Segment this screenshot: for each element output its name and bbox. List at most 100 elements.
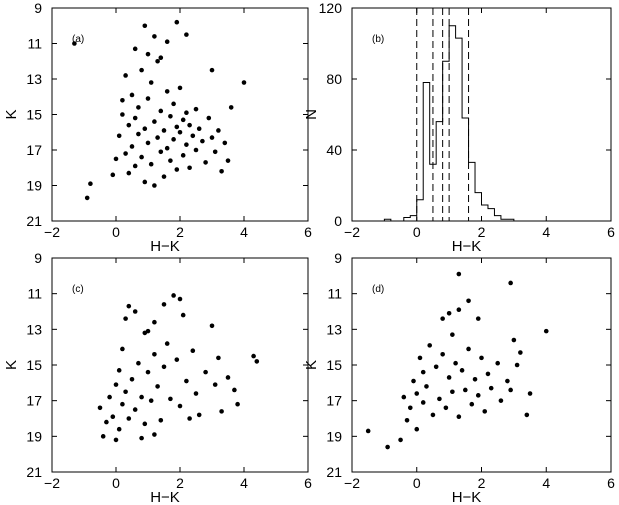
scatter-point bbox=[168, 158, 173, 163]
y-tick-label: 11 bbox=[27, 36, 42, 52]
histogram-bar bbox=[410, 216, 416, 221]
scatter-point bbox=[152, 432, 157, 437]
histogram-bar bbox=[507, 219, 513, 221]
scatter-point bbox=[116, 133, 122, 139]
scatter-point bbox=[113, 382, 119, 387]
scatter-point bbox=[136, 131, 141, 137]
y-tick-label: 13 bbox=[26, 321, 42, 337]
scatter-point bbox=[184, 32, 189, 37]
panel-3: −2 0 2 4 6 9 11 13 15 17 19 21 H−K K (c) bbox=[3, 250, 312, 505]
scatter-point bbox=[222, 140, 228, 146]
y-tick-label: 11 bbox=[327, 286, 342, 302]
scatter-point bbox=[152, 183, 157, 188]
scatter-point bbox=[139, 394, 144, 400]
scatter-point bbox=[164, 341, 170, 346]
scatter-point bbox=[475, 316, 481, 321]
scatter-point bbox=[446, 310, 452, 316]
x-tick-label: −2 bbox=[44, 475, 60, 491]
scatter-point bbox=[203, 160, 208, 165]
scatter-point bbox=[152, 352, 157, 357]
y-tick-label: 21 bbox=[326, 464, 342, 480]
y-tick-label: 15 bbox=[26, 357, 42, 373]
scatter-point bbox=[132, 46, 138, 52]
scatter-point bbox=[466, 298, 471, 304]
scatter-point bbox=[543, 328, 549, 334]
scatter-point bbox=[155, 135, 160, 140]
x-tick-label: 6 bbox=[304, 475, 312, 491]
x-axis-title: H−K bbox=[150, 238, 180, 255]
scatter-point bbox=[216, 355, 221, 361]
scatter-point bbox=[84, 195, 90, 201]
scatter-point bbox=[148, 398, 154, 403]
scatter-point bbox=[459, 368, 465, 373]
scatter-point bbox=[219, 169, 224, 174]
scatter-point bbox=[411, 378, 416, 384]
histogram-bar bbox=[488, 209, 494, 221]
scatter-point bbox=[254, 359, 260, 364]
scatter-point bbox=[107, 394, 112, 400]
histogram-bar bbox=[417, 200, 423, 221]
scatter-point bbox=[158, 417, 164, 423]
scatter-point bbox=[225, 375, 231, 380]
x-tick-label: −2 bbox=[344, 224, 360, 240]
x-tick-label: 2 bbox=[176, 224, 184, 240]
scatter-point bbox=[508, 280, 513, 286]
scatter-point bbox=[398, 437, 403, 443]
y-tick-label: 19 bbox=[26, 178, 42, 194]
scatter-point bbox=[365, 428, 371, 434]
scatter-point bbox=[433, 364, 439, 370]
y-tick-label: 9 bbox=[34, 0, 42, 16]
histogram-bar bbox=[443, 61, 449, 221]
scatter-point bbox=[177, 85, 183, 91]
scatter-point bbox=[158, 108, 164, 114]
x-tick-label: 0 bbox=[413, 475, 421, 491]
scatter-point bbox=[164, 145, 170, 151]
scatter-point bbox=[152, 319, 157, 325]
scatter-point bbox=[104, 419, 109, 425]
scatter-point bbox=[132, 115, 138, 121]
scatter-point bbox=[120, 401, 125, 407]
scatter-point bbox=[232, 387, 237, 393]
x-tick-label: 4 bbox=[240, 475, 248, 491]
scatter-point bbox=[113, 156, 119, 162]
scatter-point bbox=[456, 271, 462, 277]
scatter-point bbox=[72, 41, 77, 46]
scatter-point bbox=[443, 405, 449, 411]
y-tick-label: 9 bbox=[34, 250, 42, 266]
scatter-point bbox=[450, 389, 455, 395]
scatter-point bbox=[120, 112, 125, 117]
scatter-point bbox=[145, 96, 151, 101]
x-tick-label: −2 bbox=[344, 475, 360, 491]
scatter-point bbox=[177, 296, 183, 302]
scatter-point bbox=[171, 137, 176, 142]
scatter-point bbox=[414, 391, 420, 396]
scatter-point bbox=[527, 391, 533, 396]
y-tick-label: 17 bbox=[26, 142, 42, 158]
scatter-point bbox=[216, 128, 221, 133]
scatter-point bbox=[164, 89, 170, 94]
scatter-point bbox=[123, 73, 128, 78]
scatter-point bbox=[139, 67, 144, 73]
x-tick-label: 0 bbox=[413, 224, 421, 240]
scatter-point bbox=[193, 147, 199, 153]
scatter-point bbox=[148, 80, 154, 85]
scatter-point bbox=[145, 140, 151, 146]
scatter-point bbox=[113, 437, 119, 443]
scatter-point bbox=[488, 385, 494, 391]
y-tick-label: 17 bbox=[326, 393, 342, 409]
scatter-point bbox=[482, 409, 488, 414]
scatter-point bbox=[158, 55, 164, 60]
scatter-point bbox=[174, 357, 180, 362]
scatter-point bbox=[174, 19, 180, 25]
scatter-point bbox=[126, 303, 132, 309]
x-tick-label: 4 bbox=[542, 475, 550, 491]
y-tick-label: 21 bbox=[26, 464, 42, 480]
y-axis-title: N bbox=[303, 109, 320, 120]
panel-label: (c) bbox=[72, 284, 84, 295]
histogram-bar bbox=[423, 83, 429, 221]
scatter-point bbox=[120, 98, 125, 103]
x-tick-label: 2 bbox=[176, 475, 184, 491]
scatter-point bbox=[161, 302, 167, 307]
scatter-point bbox=[142, 179, 148, 185]
